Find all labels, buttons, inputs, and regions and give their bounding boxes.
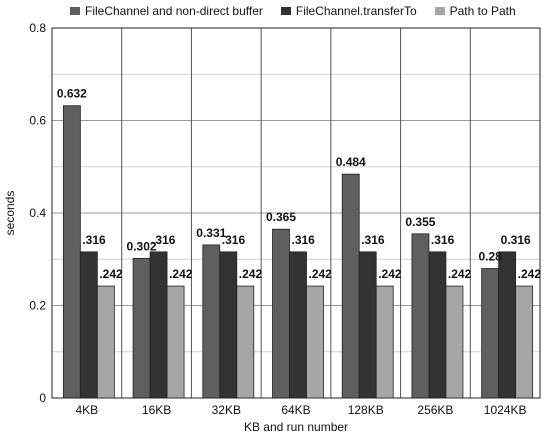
x-axis-title: KB and run number — [244, 420, 348, 434]
legend: FileChannel and non-direct buffer FileCh… — [70, 4, 516, 18]
bar-0-4 — [341, 173, 360, 399]
bar-0-5 — [411, 233, 430, 399]
bar-1-6 — [498, 251, 517, 399]
y-tick-label-0: 0 — [39, 391, 46, 405]
legend-label-path-to-path: Path to Path — [449, 4, 516, 18]
data-label-0-3: 0.365 — [266, 210, 296, 224]
bar-0-3 — [272, 228, 290, 399]
data-label-0-6: 0.28 — [478, 250, 502, 264]
x-tick-label-3: 64KB — [281, 403, 310, 417]
data-label-1-2: .316 — [222, 233, 246, 247]
bar-1-5 — [428, 251, 447, 399]
x-tick-label-2: 32KB — [212, 403, 241, 417]
legend-label-transferto: FileChannel.transferTo — [295, 4, 417, 18]
bar-2-6 — [515, 285, 534, 399]
bar-2-2 — [236, 285, 255, 399]
y-tick-label-1: 0.2 — [29, 299, 46, 313]
x-tick-label-4: 128KB — [348, 403, 384, 417]
data-label-1-5: .316 — [431, 233, 455, 247]
legend-swatch-transferto — [280, 7, 291, 15]
data-label-0-1: 0.302 — [127, 239, 157, 253]
data-label-2-6: .242 — [518, 267, 542, 281]
y-tick-label-4: 0.8 — [29, 21, 46, 35]
data-label-1-6: 0.316 — [501, 233, 531, 247]
data-label-1-0: .316 — [82, 233, 106, 247]
legend-item-path-to-path: Path to Path — [434, 4, 516, 18]
bar-2-1 — [166, 285, 185, 399]
y-tick-label-2: 0.4 — [29, 206, 46, 220]
bar-1-1 — [149, 251, 168, 399]
bar-2-5 — [445, 285, 464, 399]
bar-0-0 — [62, 105, 81, 399]
bar-1-0 — [79, 251, 98, 399]
legend-swatch-non-direct-buffer — [70, 7, 80, 15]
bar-2-4 — [375, 285, 394, 399]
y-tick-label-3: 0.6 — [29, 114, 46, 128]
x-tick-label-6: 1024KB — [484, 403, 527, 417]
data-label-2-5: .242 — [448, 267, 472, 281]
data-label-2-4: .242 — [378, 267, 402, 281]
y-axis-title: seconds — [3, 191, 17, 236]
data-label-0-0: 0.632 — [57, 87, 87, 101]
data-label-2-3: .242 — [309, 267, 333, 281]
bar-1-2 — [219, 251, 238, 399]
legend-label-non-direct-buffer: FileChannel and non-direct buffer — [85, 4, 263, 18]
bar-2-3 — [306, 285, 324, 399]
bar-2-0 — [96, 285, 115, 399]
data-label-1-1: .316 — [152, 233, 176, 247]
data-label-2-2: .242 — [239, 267, 263, 281]
bar-1-3 — [289, 251, 307, 399]
legend-swatch-path-to-path — [434, 7, 445, 15]
x-tick-label-1: 16KB — [142, 403, 171, 417]
legend-item-transferto: FileChannel.transferTo — [280, 4, 417, 18]
data-label-0-4: 0.484 — [336, 155, 366, 169]
data-label-2-1: .242 — [169, 267, 193, 281]
bar-1-4 — [358, 251, 377, 399]
data-label-2-0: .242 — [99, 267, 123, 281]
legend-item-non-direct-buffer: FileChannel and non-direct buffer — [70, 4, 263, 18]
data-label-1-3: .316 — [292, 233, 316, 247]
bar-0-1 — [132, 257, 151, 399]
bar-0-2 — [202, 244, 221, 399]
bar-0-6 — [481, 268, 500, 399]
data-label-1-4: .316 — [361, 233, 385, 247]
x-tick-label-5: 256KB — [417, 403, 453, 417]
data-label-0-2: 0.331 — [196, 226, 226, 240]
data-label-0-5: 0.355 — [405, 215, 435, 229]
x-tick-label-0: 4KB — [76, 403, 99, 417]
